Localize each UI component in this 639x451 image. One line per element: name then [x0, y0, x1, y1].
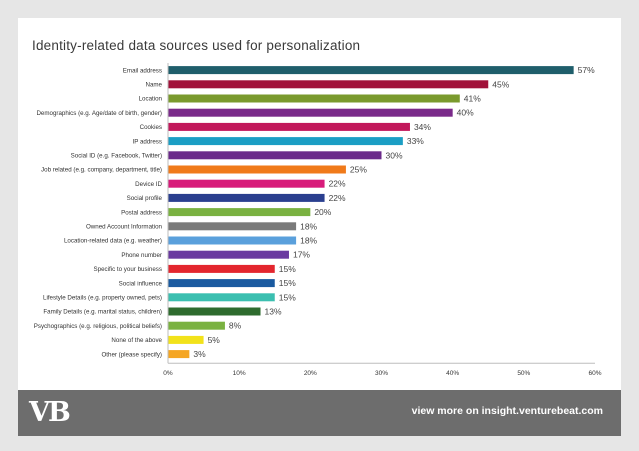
bar [168, 335, 204, 344]
bar [168, 279, 275, 288]
bar [168, 208, 311, 217]
x-tick-label: 40% [446, 370, 459, 377]
value-label: 20% [314, 207, 331, 217]
x-tick-labels: 0% 10% 20% 30% 40% 50% 60% [163, 370, 601, 377]
value-label: 15% [279, 264, 296, 274]
value-label: 34% [414, 122, 431, 132]
category-label: Job related (e.g. company, department, t… [41, 167, 162, 174]
category-label: Email address [123, 67, 162, 74]
category-label: None of the above [111, 337, 162, 344]
value-label: 13% [265, 307, 282, 317]
category-label: Postal address [121, 209, 162, 216]
category-label: Social influence [119, 280, 163, 287]
bar [168, 165, 346, 174]
chart-title: Identity-related data sources used for p… [32, 38, 361, 53]
value-label: 15% [279, 278, 296, 288]
bar [168, 193, 325, 202]
bar [168, 236, 297, 245]
value-label: 5% [208, 335, 221, 345]
x-tick-label: 50% [517, 370, 530, 377]
category-label: IP address [133, 138, 162, 145]
bar [168, 151, 382, 160]
value-label: 40% [457, 108, 474, 118]
value-label: 18% [300, 221, 317, 231]
bar [168, 350, 190, 359]
bar [168, 108, 453, 117]
category-label: Social ID (e.g. Facebook, Twitter) [71, 153, 162, 160]
category-label: Demographics (e.g. Age/date of birth, ge… [36, 110, 162, 117]
bar [168, 94, 460, 103]
category-label: Name [145, 82, 162, 89]
bar [168, 250, 289, 259]
category-label: Device ID [135, 181, 162, 188]
category-label: Family Details (e.g. marital status, chi… [43, 309, 162, 316]
bar [168, 264, 275, 273]
chart-card [18, 18, 621, 390]
x-tick-label: 10% [233, 370, 246, 377]
value-label: 57% [578, 65, 595, 75]
category-label: Psychographics (e.g. religious, politica… [34, 323, 162, 330]
bar [168, 222, 297, 231]
x-tick-label: 30% [375, 370, 388, 377]
bar [168, 179, 325, 188]
category-label: Location [139, 96, 163, 103]
bar [168, 122, 410, 131]
category-label: Other (please specify) [101, 351, 162, 358]
value-label: 30% [386, 150, 403, 160]
bar [168, 80, 489, 89]
value-label: 25% [350, 165, 367, 175]
bar [168, 293, 275, 302]
value-label: 17% [293, 250, 310, 260]
value-label: 8% [229, 321, 242, 331]
bar [168, 66, 574, 75]
footer-bar: VB view more on insight.venturebeat.com [18, 390, 621, 436]
x-tick-label: 60% [588, 370, 601, 377]
value-label: 22% [329, 193, 346, 203]
value-label: 3% [193, 349, 206, 359]
x-tick-label: 20% [304, 370, 317, 377]
category-label: Social profile [127, 195, 163, 202]
category-label: Specific to your business [94, 266, 162, 273]
vb-logo: VB [29, 397, 71, 428]
category-label: Phone number [121, 252, 162, 259]
category-label: Lifestyle Details (e.g. property owned, … [43, 295, 162, 302]
value-label: 41% [464, 94, 481, 104]
bars-group: Email address 57% Name 45% Location 41% Demogr… [34, 65, 595, 359]
category-label: Cookies [140, 124, 162, 131]
category-label: Owned Account Information [86, 224, 163, 231]
value-label: 22% [329, 179, 346, 189]
value-label: 15% [279, 292, 296, 302]
insight-link[interactable]: view more on insight.venturebeat.com [411, 405, 603, 417]
bar [168, 137, 403, 146]
bar [168, 321, 225, 330]
value-label: 33% [407, 136, 424, 146]
bar [168, 307, 261, 316]
value-label: 18% [300, 236, 317, 246]
x-tick-label: 0% [163, 370, 173, 377]
value-label: 45% [492, 79, 509, 89]
category-label: Location-related data (e.g. weather) [64, 238, 162, 245]
